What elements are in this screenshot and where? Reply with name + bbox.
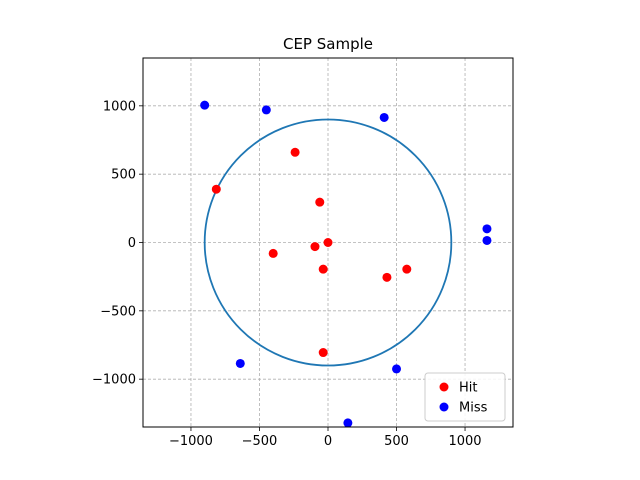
hit-point xyxy=(318,264,328,274)
x-tick-label: 1000 xyxy=(448,434,481,449)
cep-circle-layer xyxy=(203,118,453,367)
x-tick-label: −1000 xyxy=(169,434,213,449)
hit-point xyxy=(211,184,221,194)
miss-point xyxy=(482,224,492,234)
chart-title: CEP Sample xyxy=(283,35,373,53)
miss-point xyxy=(379,112,389,122)
x-tick-label: −500 xyxy=(242,434,278,449)
hit-point xyxy=(268,248,278,258)
legend-marker-hit xyxy=(439,382,449,392)
ticks: −1000 −500 0 500 1000 −1000 −500 0 500 1000 xyxy=(92,99,482,449)
legend-marker-miss xyxy=(439,402,449,412)
x-tick-label: 500 xyxy=(384,434,409,449)
y-tick-label: 0 xyxy=(128,236,136,251)
hit-point xyxy=(323,238,333,247)
y-tick-label: −1000 xyxy=(92,373,136,388)
legend-label-hit: Hit xyxy=(459,381,477,396)
hit-point xyxy=(402,264,412,274)
hit-point xyxy=(290,147,300,157)
miss-point xyxy=(261,105,271,115)
hit-point xyxy=(318,348,328,358)
miss-point xyxy=(392,364,402,374)
legend-label-miss: Miss xyxy=(459,401,488,416)
legend: Hit Miss xyxy=(424,372,506,422)
cep-circle xyxy=(203,118,453,367)
hit-point xyxy=(310,242,320,252)
x-tick-label: 0 xyxy=(324,434,332,449)
hit-point xyxy=(315,197,325,207)
y-tick-label: −500 xyxy=(100,304,136,319)
miss-point xyxy=(343,418,353,428)
miss-point xyxy=(235,358,245,368)
points xyxy=(200,100,492,428)
miss-point xyxy=(200,100,210,110)
miss-point xyxy=(482,235,492,245)
y-tick-label: 500 xyxy=(111,168,136,183)
hit-point xyxy=(382,272,392,282)
y-tick-label: 1000 xyxy=(103,99,136,114)
